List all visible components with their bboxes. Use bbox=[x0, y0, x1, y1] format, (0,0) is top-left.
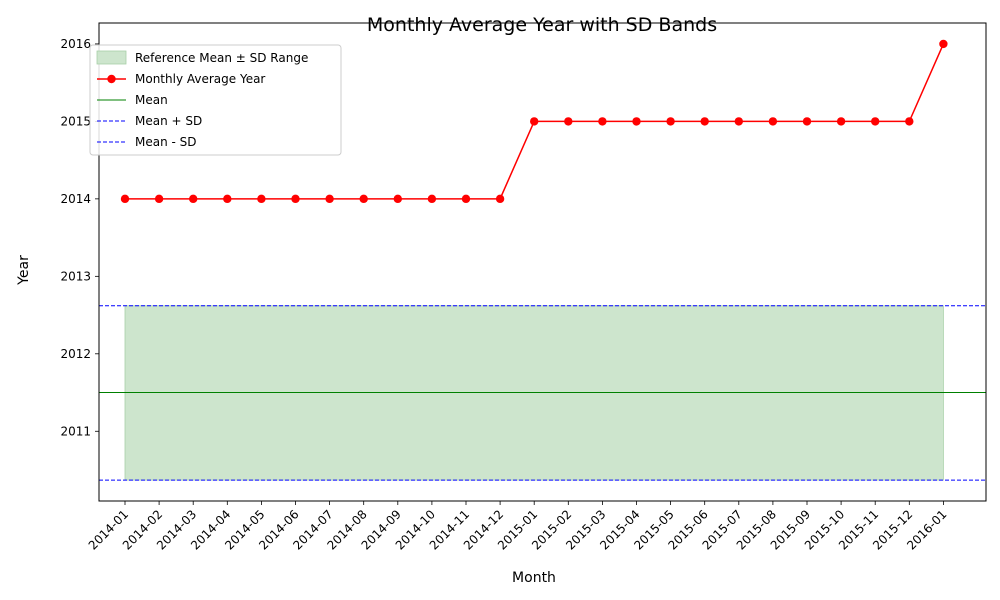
data-point bbox=[836, 117, 846, 126]
data-point bbox=[700, 117, 709, 126]
legend-plus-sd-label: Mean + SD bbox=[135, 114, 202, 128]
data-point bbox=[359, 194, 368, 204]
legend-series-swatch-marker bbox=[107, 74, 116, 84]
data-point bbox=[598, 117, 607, 126]
data-point bbox=[632, 117, 641, 126]
data-point bbox=[154, 194, 164, 204]
y-tick-label: 2011 bbox=[60, 424, 91, 438]
legend-mean-label: Mean bbox=[135, 93, 168, 107]
data-point bbox=[768, 117, 778, 126]
y-tick-label: 2016 bbox=[60, 37, 91, 51]
y-tick-label: 2015 bbox=[60, 114, 91, 128]
y-tick-label: 2014 bbox=[60, 192, 91, 206]
data-point bbox=[939, 39, 948, 49]
data-point bbox=[189, 194, 198, 204]
data-point bbox=[325, 194, 334, 204]
y-axis-label: Year bbox=[16, 255, 32, 286]
data-point bbox=[427, 194, 437, 204]
data-point bbox=[461, 194, 471, 204]
legend-band-swatch bbox=[96, 50, 127, 65]
legend-series-label: Monthly Average Year bbox=[135, 72, 265, 86]
data-point bbox=[734, 117, 743, 126]
chart-title: Monthly Average Year with SD Bands bbox=[367, 14, 717, 36]
y-tick-label: 2012 bbox=[60, 347, 91, 361]
data-point bbox=[495, 194, 505, 204]
data-point bbox=[905, 117, 914, 126]
x-axis-label: Month bbox=[512, 570, 556, 586]
plot-frame bbox=[98, 22, 987, 502]
legend-minus-sd-label: Mean - SD bbox=[135, 135, 197, 149]
legend: Reference Mean ± SD Range Monthly Averag… bbox=[89, 44, 342, 156]
data-point bbox=[871, 117, 880, 126]
legend-frame bbox=[89, 44, 342, 156]
data-point bbox=[223, 194, 232, 204]
legend-band-label: Reference Mean ± SD Range bbox=[135, 51, 308, 65]
y-tick-label: 2013 bbox=[60, 269, 91, 283]
data-point bbox=[120, 194, 130, 204]
data-point bbox=[257, 194, 266, 204]
data-point bbox=[564, 117, 573, 126]
data-point bbox=[666, 117, 675, 126]
data-point bbox=[291, 194, 300, 204]
data-point bbox=[802, 117, 812, 126]
data-point bbox=[530, 117, 539, 126]
data-point bbox=[393, 194, 402, 204]
